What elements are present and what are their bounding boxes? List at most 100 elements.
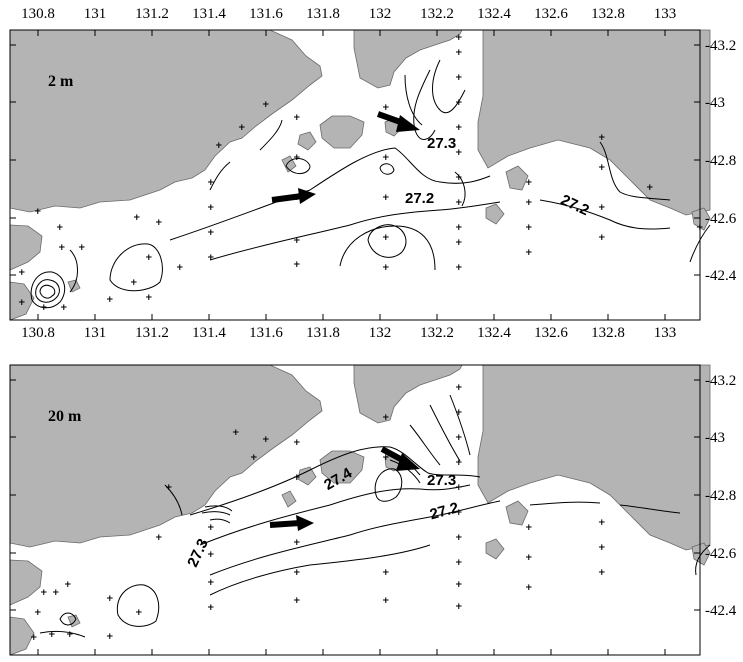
svg-text:+: + xyxy=(56,223,64,233)
x-tick-label: 133 xyxy=(654,6,677,22)
svg-text:+: + xyxy=(64,580,72,590)
svg-text:+: + xyxy=(60,303,68,313)
svg-text:+: + xyxy=(145,293,153,303)
svg-text:+: + xyxy=(455,602,463,612)
svg-text:+: + xyxy=(525,223,533,233)
x-tick-label: 132.2 xyxy=(420,325,454,341)
x-tick-label: 131.2 xyxy=(135,325,169,341)
svg-text:+: + xyxy=(598,518,606,528)
svg-text:+: + xyxy=(293,596,301,606)
panel-2m: + + + + + + + + + + + + + + + + + + + + + + + + + + + + + + + + + +… xyxy=(9,29,711,321)
svg-text:+: + xyxy=(207,603,215,613)
x-axis-top-panel1: 130.8 131 131.2 131.4 131.6 131.8 132 132.2 132.… xyxy=(21,6,676,36)
svg-text:+: + xyxy=(382,596,390,606)
x-tick-label: 132.6 xyxy=(534,325,568,341)
svg-text:+: + xyxy=(293,568,301,578)
svg-text:+: + xyxy=(293,236,301,246)
svg-text:+: + xyxy=(525,198,533,208)
svg-text:+: + xyxy=(455,383,463,393)
svg-text:+: + xyxy=(18,298,26,308)
y-tick-label: -42.6 xyxy=(705,211,737,227)
svg-text:+: + xyxy=(48,630,56,640)
svg-text:+: + xyxy=(130,278,138,288)
svg-text:+: + xyxy=(262,435,270,445)
svg-text:+: + xyxy=(525,523,533,533)
contour-label: 27.2 xyxy=(405,190,434,207)
svg-text:+: + xyxy=(455,33,463,43)
svg-text:+: + xyxy=(155,218,163,228)
x-tick-label: 130.8 xyxy=(21,6,55,22)
svg-text:+: + xyxy=(455,508,463,518)
svg-text:+: + xyxy=(455,98,463,108)
svg-text:+: + xyxy=(78,243,86,253)
svg-text:+: + xyxy=(293,193,301,203)
x-tick-label: 132.4 xyxy=(477,6,511,22)
svg-text:+: + xyxy=(382,263,390,273)
y-tick-label: -43.2 xyxy=(705,38,736,54)
contour-label: 27.3 xyxy=(427,472,456,489)
svg-text:+: + xyxy=(455,173,463,183)
svg-text:+: + xyxy=(598,203,606,213)
svg-text:+: + xyxy=(646,183,654,193)
x-tick-label: 132 xyxy=(369,325,392,341)
x-tick-label: 132.4 xyxy=(477,325,511,341)
svg-text:+: + xyxy=(382,413,390,423)
svg-text:+: + xyxy=(176,263,184,273)
svg-text:+: + xyxy=(525,583,533,593)
depth-label-20m: 20 m xyxy=(48,408,82,425)
svg-text:+: + xyxy=(455,148,463,158)
panel-frame xyxy=(9,29,701,321)
x-tick-label: 131.8 xyxy=(306,325,340,341)
svg-text:+: + xyxy=(455,263,463,273)
svg-text:+: + xyxy=(207,253,215,263)
svg-text:+: + xyxy=(525,178,533,188)
x-tick-label: 132.2 xyxy=(420,6,454,22)
x-tick-label: 132.8 xyxy=(591,6,625,22)
panel-frame xyxy=(9,364,701,656)
x-tick-label: 131.4 xyxy=(192,6,226,22)
y-tick-label: -43.2 xyxy=(705,373,736,389)
svg-text:+: + xyxy=(215,141,223,151)
svg-text:+: + xyxy=(18,268,26,278)
y-tick-label: -42.6 xyxy=(705,546,737,562)
svg-text:+: + xyxy=(106,594,114,604)
svg-text:+: + xyxy=(145,253,153,263)
svg-text:+: + xyxy=(34,608,42,618)
svg-text:+: + xyxy=(207,523,215,533)
svg-text:+: + xyxy=(455,558,463,568)
contour-lines xyxy=(39,394,711,638)
depth-label-2m: 2 m xyxy=(48,73,74,90)
svg-text:+: + xyxy=(207,550,215,560)
x-axis-bottom-panel2 xyxy=(37,649,666,655)
x-tick-label: 131 xyxy=(84,6,107,22)
svg-text:+: + xyxy=(293,438,301,448)
svg-text:+: + xyxy=(598,543,606,553)
svg-text:+: + xyxy=(455,48,463,58)
x-tick-label: 133 xyxy=(654,325,677,341)
svg-text:+: + xyxy=(207,578,215,588)
panel-20m: + + + + + + + + + + + + + + + + + + + + + + + + + + + + + + + + + +… xyxy=(9,364,711,656)
svg-text:+: + xyxy=(293,538,301,548)
svg-text:+: + xyxy=(165,483,173,493)
y-tick-label: -42.8 xyxy=(705,153,736,169)
svg-text:+: + xyxy=(455,580,463,590)
svg-text:+: + xyxy=(598,233,606,243)
svg-text:+: + xyxy=(30,633,38,643)
x-tick-label: 132 xyxy=(369,6,392,22)
svg-text:+: + xyxy=(598,568,606,578)
svg-text:+: + xyxy=(382,193,390,203)
svg-text:+: + xyxy=(525,553,533,563)
y-tick-label: -42.4 xyxy=(705,603,737,619)
svg-text:+: + xyxy=(598,163,606,173)
svg-text:+: + xyxy=(455,223,463,233)
contour-label: 27.2 xyxy=(428,499,461,523)
svg-text:+: + xyxy=(455,198,463,208)
svg-text:+: + xyxy=(382,453,390,463)
x-tick-label: 130.8 xyxy=(21,325,55,341)
svg-text:+: + xyxy=(382,103,390,113)
svg-text:+: + xyxy=(40,588,48,598)
svg-text:+: + xyxy=(58,243,66,253)
x-tick-label: 131.6 xyxy=(249,325,283,341)
y-axis-panel2: -43.2 -43 -42.8 -42.6 -42.4 xyxy=(10,373,737,619)
